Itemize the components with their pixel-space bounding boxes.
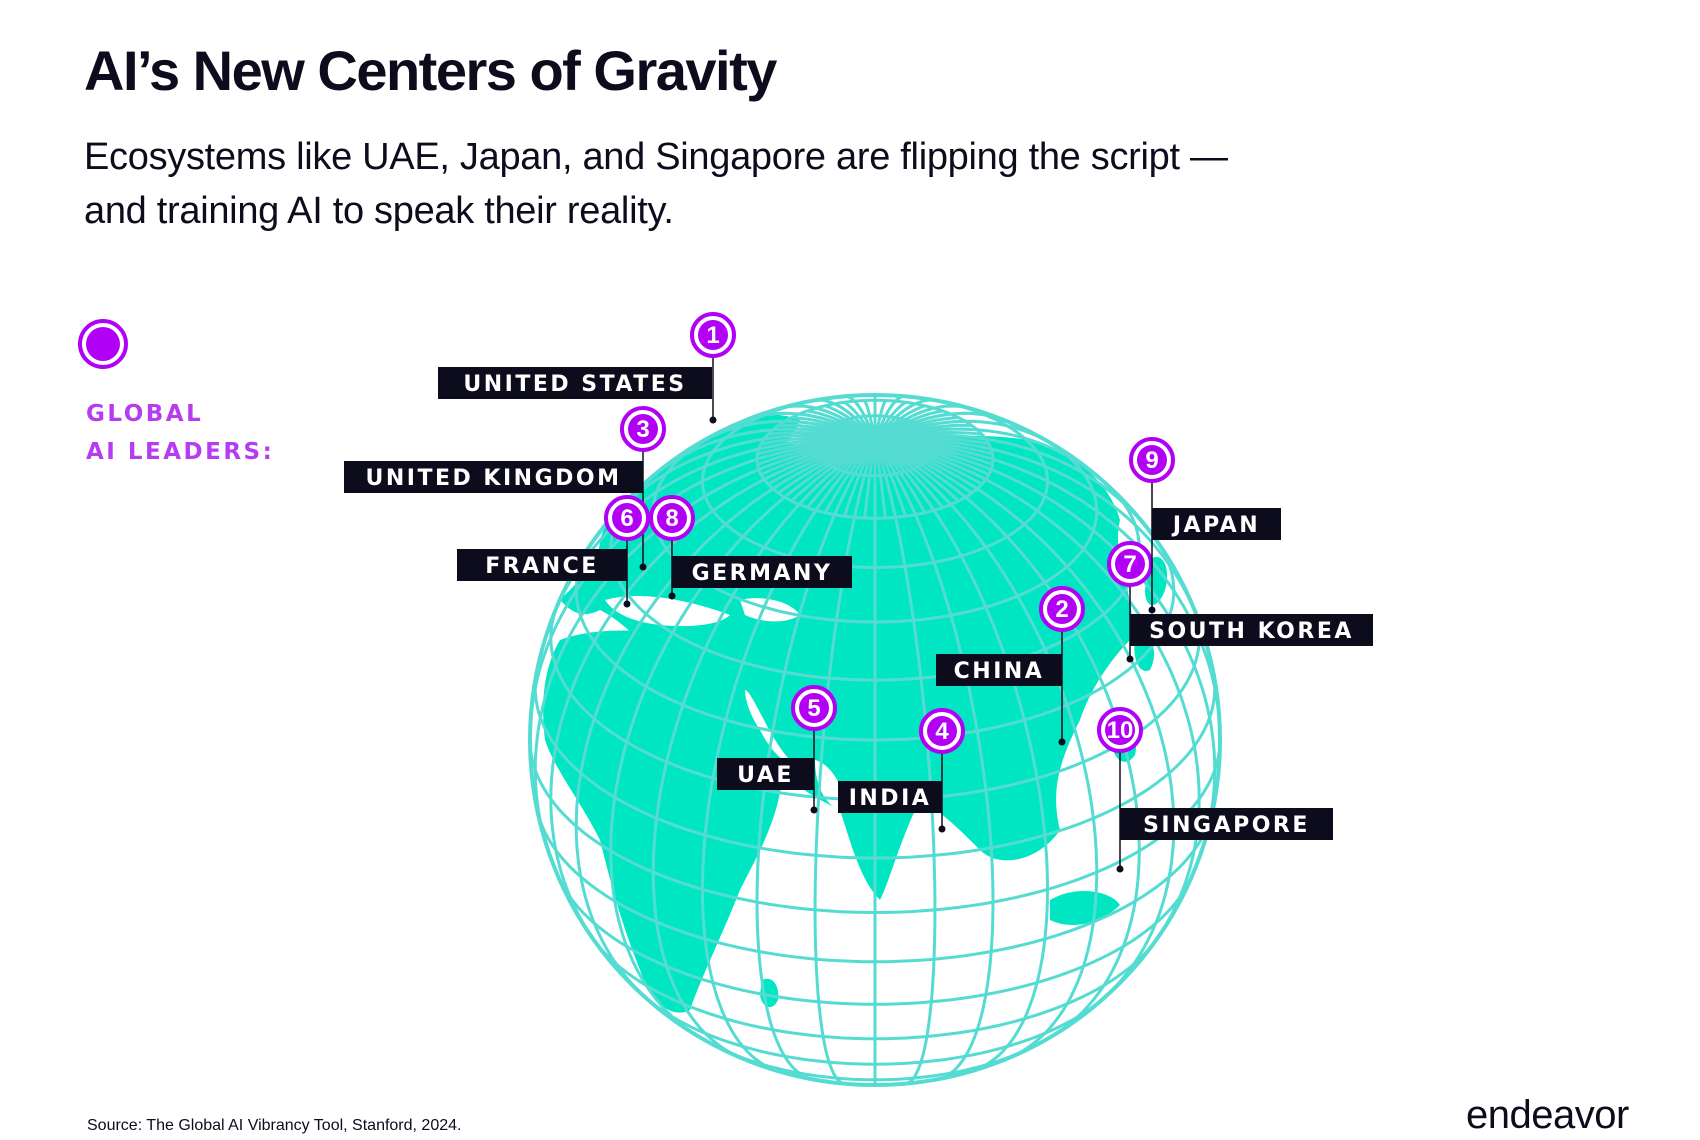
globe bbox=[528, 393, 1222, 1087]
grid-line bbox=[873, 440, 897, 518]
grid-line bbox=[873, 400, 897, 442]
rank-number: 10 bbox=[1107, 717, 1134, 744]
country-label: UNITED STATES bbox=[463, 372, 686, 397]
grid-line bbox=[873, 440, 1050, 1073]
leader-marker: JAPAN 9 bbox=[1129, 437, 1281, 614]
leader-markers: UNITED STATES 1 CHINA 2 UNITED KINGDOM 3 INDIA… bbox=[344, 312, 1373, 873]
country-label: SINGAPORE bbox=[1143, 813, 1310, 838]
country-label-box bbox=[936, 654, 1062, 686]
leader-marker: GERMANY 8 bbox=[649, 495, 852, 600]
rank-number: 8 bbox=[665, 505, 678, 532]
country-label-box bbox=[344, 461, 643, 493]
rank-number: 9 bbox=[1145, 447, 1158, 474]
grid-line bbox=[813, 440, 877, 1085]
grid-line bbox=[755, 440, 877, 1081]
country-label-box bbox=[1152, 508, 1281, 540]
rank-number: 1 bbox=[706, 322, 719, 349]
location-dot bbox=[639, 563, 647, 571]
country-label: SOUTH KOREA bbox=[1149, 619, 1354, 644]
grid-line bbox=[853, 440, 877, 518]
legend-marker-icon bbox=[78, 319, 128, 369]
location-dot bbox=[668, 592, 676, 600]
rank-number: 6 bbox=[620, 505, 633, 532]
rank-number: 3 bbox=[636, 416, 649, 443]
rank-number: 4 bbox=[935, 718, 949, 745]
legend-label: GLOBAL AI LEADERS: bbox=[86, 401, 275, 465]
country-label-box bbox=[838, 781, 942, 813]
rank-number: 2 bbox=[1055, 596, 1068, 623]
grid-line bbox=[874, 439, 1099, 1059]
rank-badge bbox=[799, 693, 829, 723]
rank-number: 5 bbox=[807, 695, 820, 722]
country-label-box bbox=[717, 758, 814, 790]
rank-badge bbox=[612, 503, 642, 533]
page-title: AI’s New Centers of Gravity bbox=[84, 39, 777, 102]
country-label: CHINA bbox=[954, 659, 1045, 684]
grid-line bbox=[873, 401, 907, 442]
rank-badge bbox=[698, 320, 728, 350]
source-note: Source: The Global AI Vibrancy Tool, Sta… bbox=[87, 1117, 462, 1134]
rank-badge bbox=[1105, 715, 1135, 745]
country-label: UAE bbox=[737, 763, 794, 788]
rank-badge bbox=[628, 414, 658, 444]
brand-logo: endeavor bbox=[1466, 1093, 1629, 1137]
rank-badge bbox=[1047, 594, 1077, 624]
grid-line bbox=[873, 399, 887, 442]
grid-line bbox=[873, 440, 887, 519]
grid-line bbox=[823, 440, 877, 514]
leader-marker: SINGAPORE 10 bbox=[1097, 707, 1333, 873]
location-dot bbox=[1126, 655, 1134, 663]
grid-line bbox=[863, 399, 877, 442]
leader-marker: SOUTH KOREA 7 bbox=[1107, 541, 1373, 663]
globe-outline bbox=[528, 393, 1222, 1087]
grid-line bbox=[609, 439, 876, 1038]
grid-line bbox=[874, 430, 983, 443]
country-label: UNITED KINGDOM bbox=[366, 466, 622, 491]
grid-line bbox=[863, 440, 877, 519]
location-dot bbox=[1058, 738, 1066, 746]
location-dot bbox=[1116, 865, 1124, 873]
grid-line bbox=[873, 402, 917, 443]
grid-line bbox=[873, 440, 937, 1085]
rank-badge bbox=[1115, 549, 1145, 579]
country-label: GERMANY bbox=[692, 561, 833, 586]
grid-line bbox=[853, 400, 877, 442]
leader-marker: UAE 5 bbox=[717, 685, 837, 814]
location-dot bbox=[623, 600, 631, 608]
grid-line bbox=[873, 440, 907, 517]
grid-line bbox=[874, 439, 1176, 1000]
rank-badge bbox=[927, 716, 957, 746]
grid-line bbox=[574, 439, 876, 1000]
rank-number: 7 bbox=[1123, 551, 1136, 578]
grid-line bbox=[651, 439, 876, 1059]
country-label-box bbox=[438, 367, 712, 399]
grid-line bbox=[873, 404, 926, 443]
grid-line bbox=[700, 440, 877, 1073]
leader-marker: FRANCE 6 bbox=[457, 495, 650, 608]
leader-marker: INDIA 4 bbox=[838, 708, 965, 833]
leader-marker: UNITED STATES 1 bbox=[438, 312, 736, 424]
grid-line bbox=[833, 440, 877, 516]
grid-line bbox=[843, 440, 877, 517]
country-label: FRANCE bbox=[485, 554, 599, 579]
location-dot bbox=[709, 416, 717, 424]
page-subtitle: Ecosystems like UAE, Japan, and Singapor… bbox=[84, 136, 1228, 232]
location-dot bbox=[810, 806, 818, 814]
country-label-box bbox=[1120, 808, 1333, 840]
country-label-box bbox=[672, 556, 852, 588]
country-label: JAPAN bbox=[1171, 513, 1260, 538]
leader-marker: UNITED KINGDOM 3 bbox=[344, 406, 666, 571]
location-dot bbox=[938, 825, 946, 833]
country-label: INDIA bbox=[849, 786, 932, 811]
country-label-box bbox=[1130, 614, 1373, 646]
rank-badge bbox=[657, 503, 687, 533]
rank-badge bbox=[1137, 445, 1167, 475]
country-label-box bbox=[457, 549, 627, 581]
grid-line bbox=[873, 440, 995, 1081]
leader-marker: CHINA 2 bbox=[936, 586, 1085, 746]
location-dot bbox=[1148, 606, 1156, 614]
